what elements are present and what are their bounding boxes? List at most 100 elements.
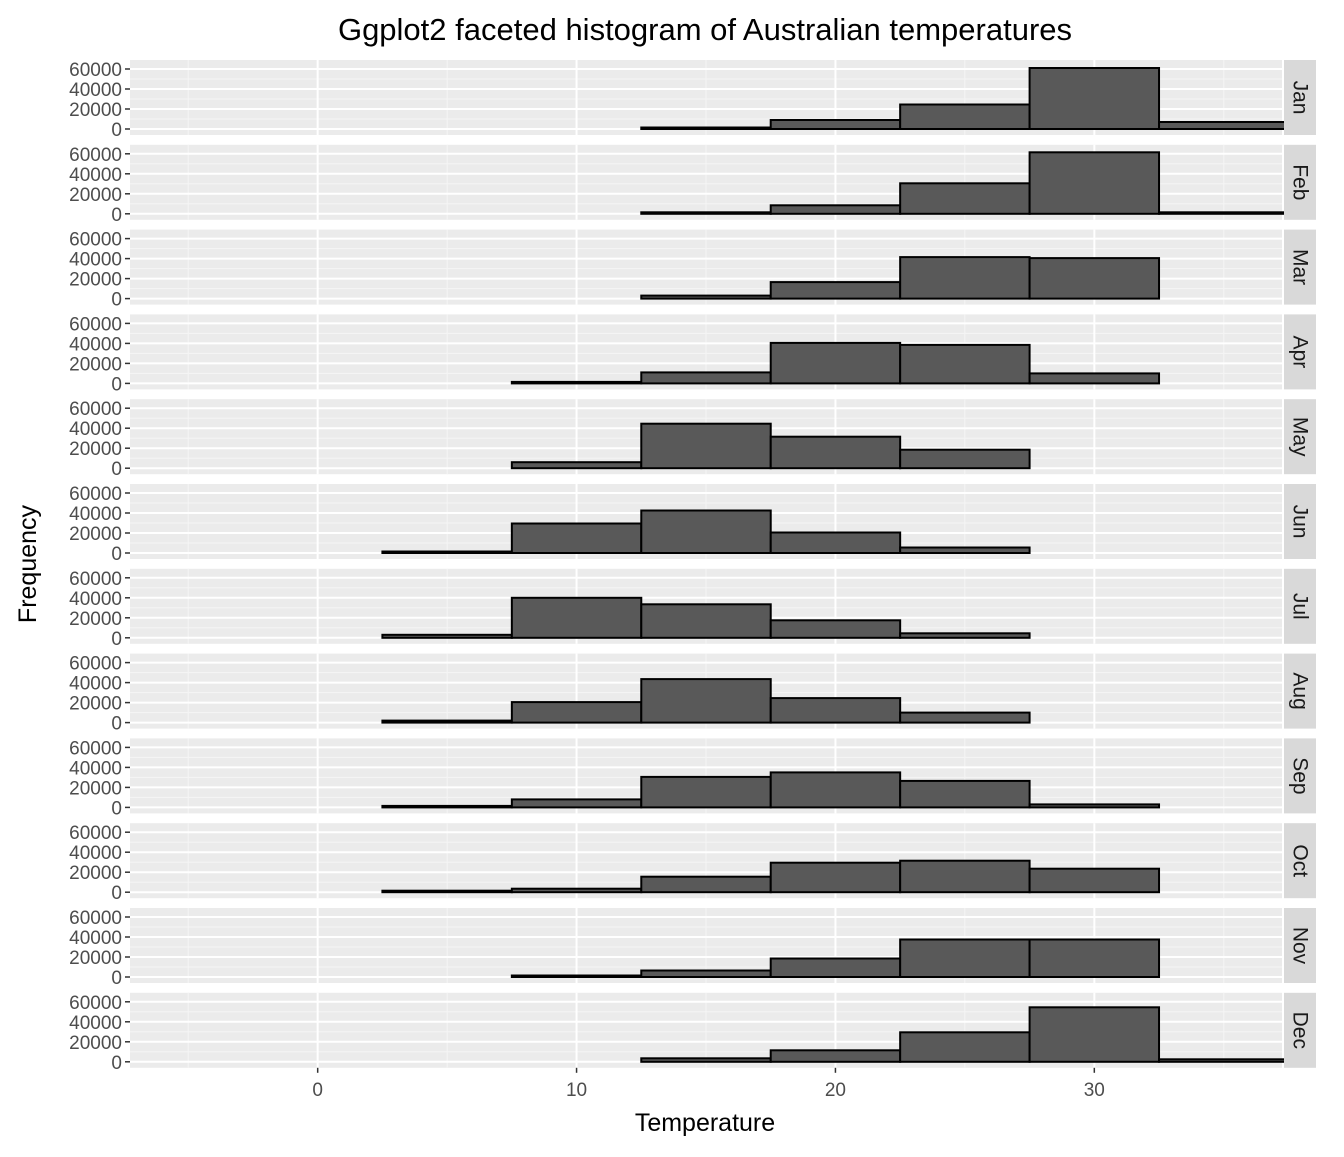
y-tick-label: 20000	[69, 778, 122, 799]
x-tick-label: 10	[566, 1080, 587, 1101]
y-tick-label: 60000	[69, 314, 122, 335]
histogram-bar-jun-1	[381, 550, 513, 554]
histogram-bar-dec-5	[899, 1031, 1031, 1063]
histogram-bar-may-4	[769, 435, 902, 470]
y-tick-label: 20000	[69, 100, 122, 121]
histogram-bar-oct-2	[510, 887, 643, 894]
histogram-bar-apr-2	[510, 380, 643, 385]
histogram-bar-apr-6	[1028, 372, 1161, 385]
histogram-bar-mar-5	[899, 256, 1031, 300]
x-axis-title: Temperature	[635, 1109, 775, 1137]
facet-strip-label: Jul	[1289, 593, 1312, 620]
y-tick-label: 60000	[69, 569, 122, 590]
histogram-bar-nov-4	[769, 957, 902, 978]
histogram-bar-jul-5	[899, 632, 1031, 639]
histogram-bar-oct-3	[640, 875, 772, 894]
facet-strip-label: Jun	[1289, 505, 1312, 539]
y-tick-label: 60000	[69, 823, 122, 844]
y-tick-label: 20000	[69, 1033, 122, 1054]
facet-strip-label: Sep	[1289, 757, 1312, 794]
x-tick-label: 30	[1084, 1080, 1105, 1101]
facet-strip	[1284, 314, 1316, 390]
histogram-bar-aug-2	[510, 701, 643, 724]
y-tick-label: 0	[111, 798, 122, 819]
facet-strip	[1284, 229, 1316, 305]
y-tick-label: 40000	[69, 250, 122, 271]
histogram-bar-jul-1	[381, 633, 513, 639]
histogram-bar-jan-6	[1028, 67, 1161, 130]
y-tick-label: 40000	[69, 1013, 122, 1034]
histogram-bar-dec-6	[1028, 1006, 1161, 1063]
y-tick-label: 60000	[69, 654, 122, 675]
histogram-bar-jul-4	[769, 619, 902, 639]
facet-strip-label: Apr	[1289, 336, 1312, 369]
histogram-bar-jan-7	[1158, 121, 1290, 130]
histogram-bar-jun-3	[640, 509, 772, 554]
histogram-bar-nov-2	[510, 974, 643, 978]
histogram-bar-sep-4	[769, 771, 902, 809]
histogram-bar-dec-3	[640, 1057, 772, 1063]
y-tick-label: 20000	[69, 354, 122, 375]
y-tick-label: 60000	[69, 738, 122, 759]
histogram-bar-nov-5	[899, 938, 1031, 978]
facet-strip-label: Aug	[1289, 672, 1312, 709]
y-tick-label: 40000	[69, 674, 122, 695]
histogram-bar-jan-5	[899, 103, 1031, 130]
facet-strip-label: Feb	[1289, 164, 1312, 200]
histogram-bar-apr-4	[769, 341, 902, 385]
y-tick-label: 40000	[69, 334, 122, 355]
y-tick-label: 60000	[69, 399, 122, 420]
histogram-bar-jan-3	[640, 126, 772, 130]
histogram-bar-may-3	[640, 422, 772, 470]
histogram-bar-aug-4	[769, 697, 902, 724]
y-tick-label: 40000	[69, 165, 122, 186]
facet-strip	[1284, 399, 1316, 475]
y-tick-label: 0	[111, 883, 122, 904]
facet-panels: 0200004000060000Jan0200004000060000Feb02…	[69, 60, 1316, 1074]
facet-strip	[1284, 823, 1316, 899]
chart-title: Ggplot2 faceted histogram of Australian …	[338, 12, 1072, 47]
histogram-bar-jun-2	[510, 522, 643, 554]
histogram-bar-oct-6	[1028, 867, 1161, 894]
y-tick-label: 20000	[69, 609, 122, 630]
y-tick-label: 0	[111, 544, 122, 565]
facet-strip-label: May	[1289, 417, 1312, 457]
facet-strip	[1284, 484, 1316, 559]
y-tick-label: 20000	[69, 439, 122, 460]
x-tick-label: 20	[825, 1080, 846, 1101]
y-tick-label: 40000	[69, 80, 122, 101]
y-tick-label: 60000	[69, 145, 122, 166]
facet-strip	[1284, 60, 1316, 135]
y-tick-label: 40000	[69, 504, 122, 525]
histogram-bar-feb-7	[1158, 211, 1290, 215]
histogram-bar-jun-5	[899, 546, 1031, 554]
facet-strip	[1284, 908, 1316, 983]
histogram-bar-apr-5	[899, 343, 1031, 385]
y-tick-label: 40000	[69, 589, 122, 610]
facet-strip	[1284, 992, 1316, 1068]
facet-strip-label: Mar	[1289, 249, 1312, 285]
histogram-bar-feb-3	[640, 211, 772, 215]
x-tick-label: 0	[312, 1080, 323, 1101]
y-tick-label: 0	[111, 205, 122, 226]
histogram-bar-oct-1	[381, 889, 513, 894]
histogram-bar-dec-7	[1158, 1058, 1290, 1063]
histogram-bar-sep-5	[899, 779, 1031, 809]
y-tick-label: 0	[111, 1053, 122, 1074]
histogram-bar-aug-1	[381, 719, 513, 724]
y-tick-label: 20000	[69, 948, 122, 969]
y-tick-label: 40000	[69, 758, 122, 779]
facet-strip	[1284, 653, 1316, 729]
histogram-bar-dec-4	[769, 1049, 902, 1063]
facet-strip	[1284, 568, 1316, 644]
y-tick-label: 40000	[69, 419, 122, 440]
